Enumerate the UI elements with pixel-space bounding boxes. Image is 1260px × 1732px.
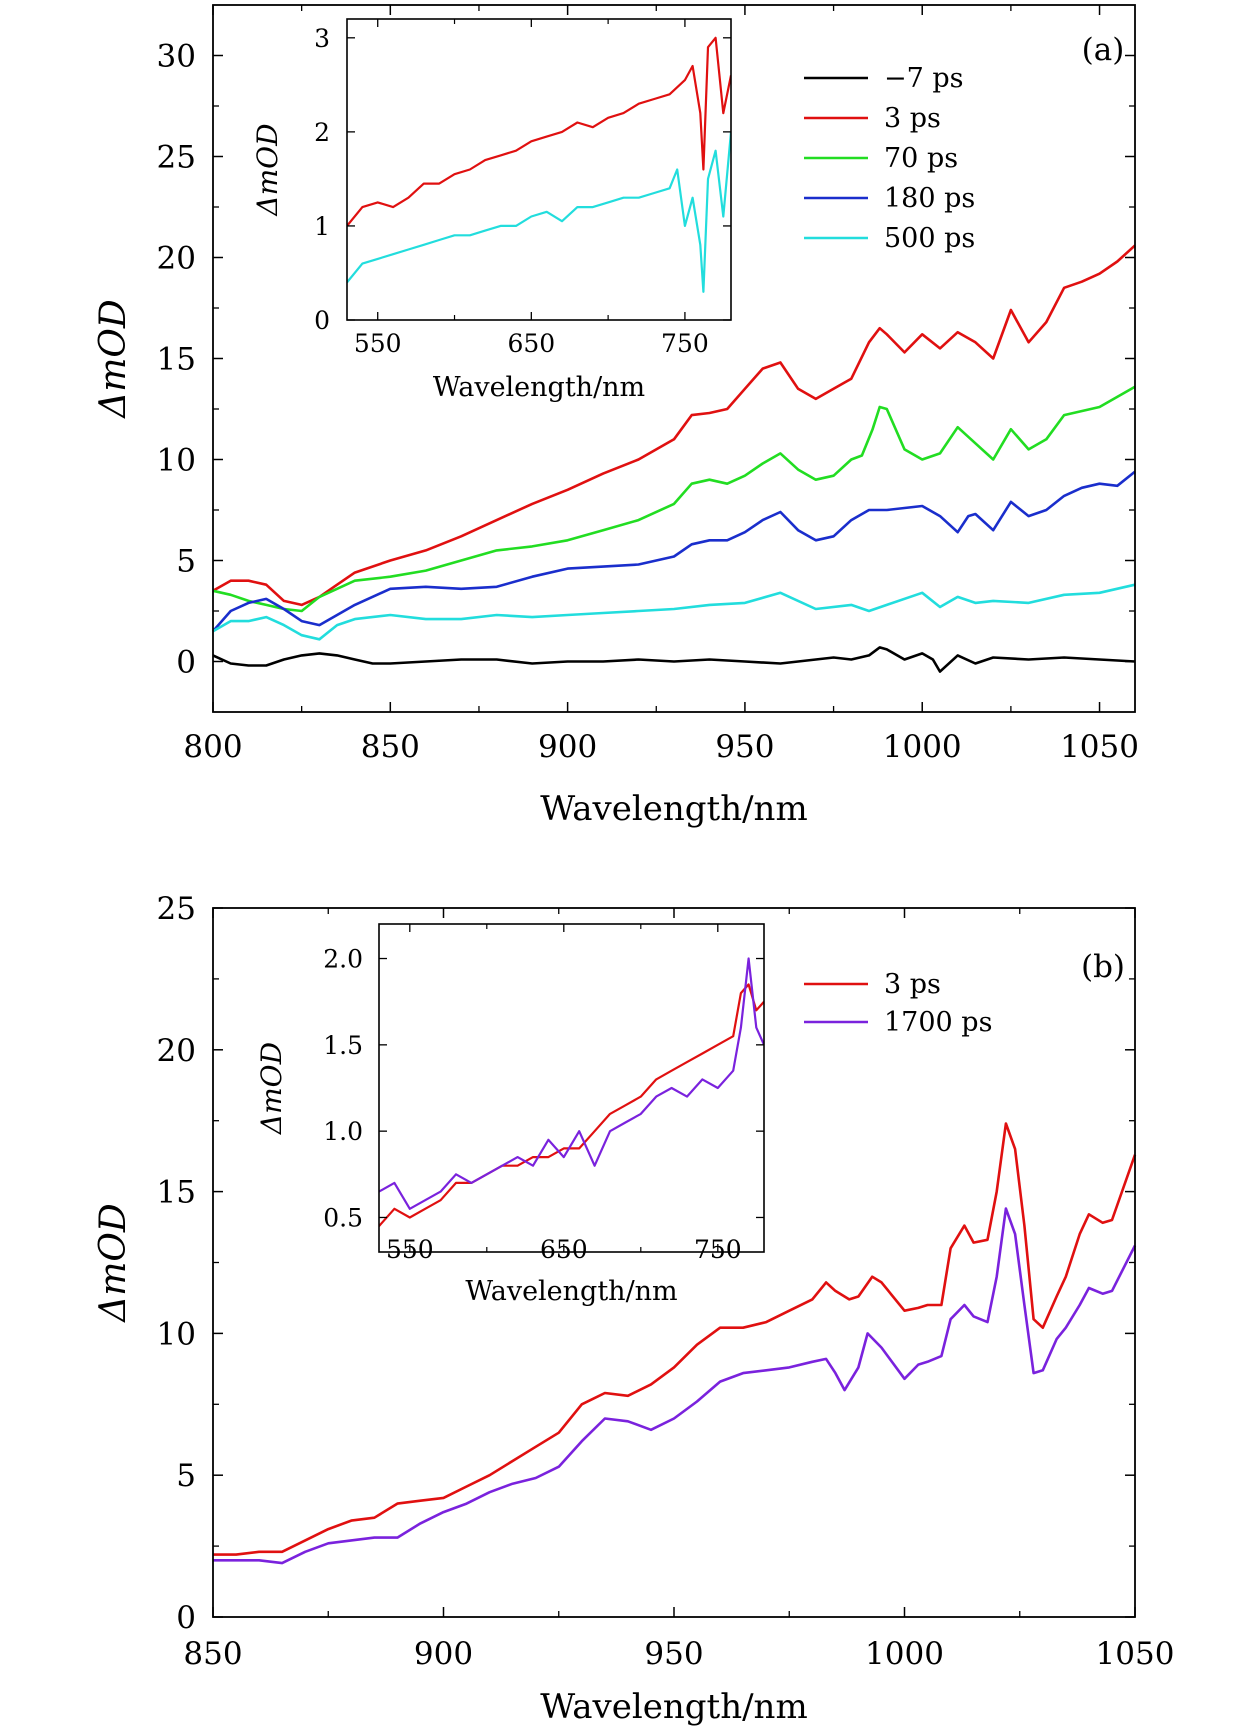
inset-frame — [378, 923, 765, 1253]
series-line-b-1 — [213, 1207, 1137, 1565]
y-axis-label: ΔmOD — [93, 299, 134, 420]
inset-y-tick-label: 3 — [314, 24, 330, 53]
y-tick-label: 15 — [157, 1175, 196, 1211]
x-axis-label: Wavelength/nm — [540, 1687, 807, 1727]
inset-y-tick-label: 2 — [314, 118, 330, 147]
inset-x-tick-label: 650 — [507, 329, 555, 358]
x-tick-label: 900 — [538, 729, 597, 765]
panel-a: 800 850 900 950 1000 1050051015202530Waveleng… — [93, 4, 1139, 829]
inset-x-tick-label: 550 — [386, 1235, 434, 1264]
series-line-a-2 — [212, 385, 1136, 613]
legend-label: −7 ps — [884, 63, 964, 94]
legend-label: 500 ps — [884, 223, 975, 254]
y-axis-label: ΔmOD — [93, 1203, 134, 1324]
y-tick-label: 0 — [176, 645, 196, 681]
series-line-a-1 — [212, 244, 1136, 607]
inset-y-axis-label: ΔmOD — [251, 123, 284, 216]
legend-a: −7 ps 3 ps 70 ps 180 ps 500 ps — [804, 63, 975, 254]
x-tick-label: 950 — [715, 729, 774, 765]
panel-b: 850 900 950 1000 1050 0 5 10 15 20 25 Wavelength/nm… — [93, 891, 1174, 1727]
inset-y-tick-label: 0 — [314, 306, 330, 335]
inset-series-line-a-0 — [347, 36, 731, 227]
inset-series-line-a-1 — [347, 131, 731, 293]
inset-y-tick-label: 2.0 — [323, 945, 363, 974]
y-tick-label: 10 — [157, 1316, 196, 1352]
y-tick-label: 25 — [157, 140, 196, 176]
x-tick-label: 850 — [361, 729, 420, 765]
y-tick-label: 0 — [176, 1600, 196, 1636]
x-tick-label: 800 — [183, 729, 242, 765]
y-tick-label: 10 — [157, 443, 196, 479]
y-tick-label: 15 — [157, 342, 196, 378]
inset-x-axis-label: Wavelength/nm — [433, 372, 645, 403]
series-line-a-4 — [212, 583, 1136, 641]
x-tick-label: 1050 — [1060, 729, 1139, 765]
inset-x-tick-label: 750 — [661, 329, 709, 358]
x-tick-label: 950 — [644, 1636, 703, 1672]
inset-b: 550 650 750 0.5 1.0 1.5 2.0 Wavelength/nm ΔmOD — [255, 923, 765, 1307]
panel-label: (b) — [1081, 949, 1125, 985]
inset-background — [347, 19, 731, 320]
series-line-b-0 — [213, 1122, 1137, 1556]
y-tick-label: 20 — [157, 1033, 196, 1069]
inset-x-axis-label: Wavelength/nm — [465, 1276, 677, 1307]
legend-label: 180 ps — [884, 183, 975, 214]
legend-label: 70 ps — [884, 143, 958, 174]
inset-y-tick-label: 1 — [314, 212, 330, 241]
inset-series-line-b-1 — [379, 957, 764, 1210]
series-line-a-0 — [212, 646, 1136, 673]
legend-label: 1700 ps — [884, 1007, 992, 1038]
x-tick-label: 1000 — [865, 1636, 944, 1672]
legend-label: 3 ps — [884, 969, 941, 1000]
inset-y-tick-label: 0.5 — [323, 1203, 363, 1232]
inset-y-axis-label: ΔmOD — [255, 1042, 288, 1135]
inset-x-tick-label: 650 — [540, 1235, 588, 1264]
x-tick-label: 1000 — [883, 729, 962, 765]
inset-a: 550 650 750 0 1 2 3 Wavelength/nm ΔmOD — [251, 18, 732, 403]
x-tick-label: 1050 — [1096, 1636, 1175, 1672]
panel-label: (a) — [1082, 32, 1125, 68]
inset-series-line-b-0 — [379, 983, 764, 1227]
inset-x-tick-label: 750 — [694, 1235, 742, 1264]
y-tick-label: 25 — [157, 891, 196, 927]
y-tick-label: 30 — [157, 39, 196, 75]
legend-label: 3 ps — [884, 103, 941, 134]
legend-b: 3 ps 1700 ps — [804, 969, 992, 1038]
y-tick-label: 20 — [157, 241, 196, 277]
x-tick-label: 850 — [183, 1636, 242, 1672]
inset-y-tick-label: 1.0 — [323, 1117, 363, 1146]
y-tick-label: 5 — [176, 544, 196, 580]
x-tick-label: 900 — [414, 1636, 473, 1672]
inset-y-tick-label: 1.5 — [323, 1031, 363, 1060]
series-line-a-3 — [212, 470, 1136, 633]
y-tick-label: 5 — [176, 1458, 196, 1494]
inset-x-tick-label: 550 — [354, 329, 402, 358]
inset-frame — [346, 18, 732, 321]
x-axis-label: Wavelength/nm — [540, 789, 807, 829]
